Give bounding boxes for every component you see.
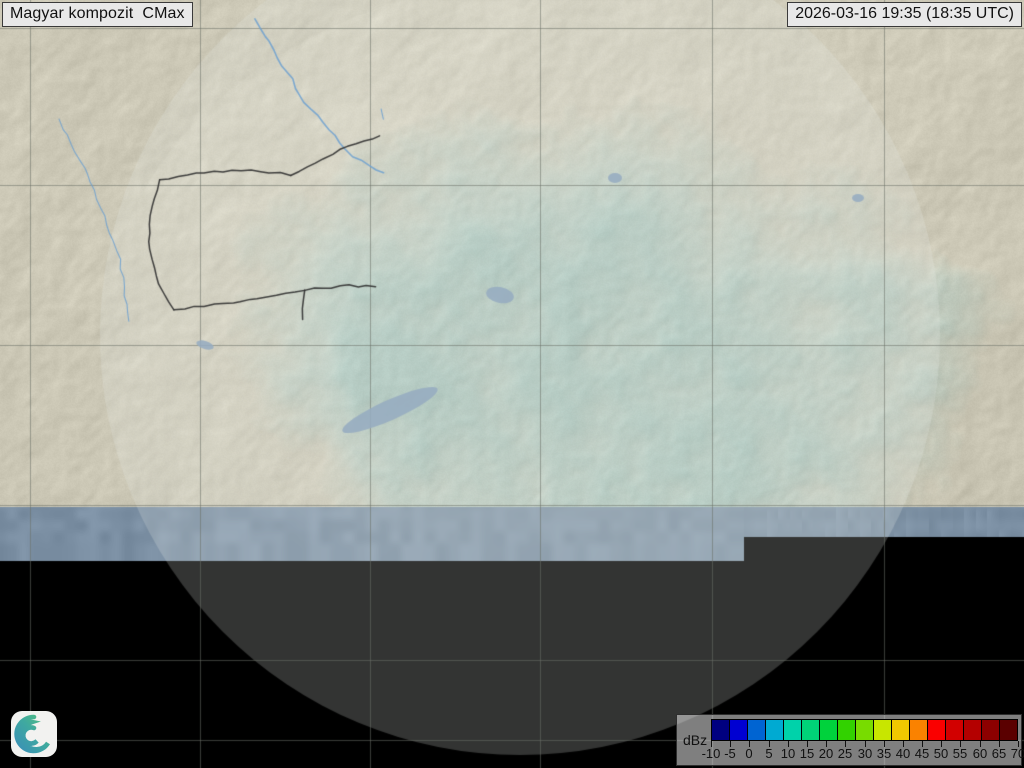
- legend-tick-15: [999, 741, 1000, 747]
- legend-tick-label-12: 50: [933, 746, 949, 761]
- legend-tick-label-7: 25: [837, 746, 853, 761]
- legend-tick-4: [788, 741, 789, 747]
- legend-tick-8: [865, 741, 866, 747]
- legend-tick-6: [826, 741, 827, 747]
- legend-tick-14: [980, 741, 981, 747]
- legend-scale: -10 -5 0 5 10 15 20 25 30 35 40 45 50 55 60 65 70: [702, 719, 1024, 763]
- legend-swatch-13: [946, 720, 964, 740]
- legend-swatch-4: [784, 720, 802, 740]
- legend-swatch-2: [748, 720, 766, 740]
- legend-swatch-11: [910, 720, 928, 740]
- legend-tick-label-14: 60: [972, 746, 988, 761]
- legend-swatch-15: [982, 720, 1000, 740]
- legend-color-bar: [711, 719, 1018, 741]
- legend-tick-label-10: 40: [895, 746, 911, 761]
- legend-tick-label-13: 55: [952, 746, 968, 761]
- legend-swatch-14: [964, 720, 982, 740]
- legend-swatch-9: [874, 720, 892, 740]
- legend-tick-label-15: 65: [991, 746, 1007, 761]
- dbz-colorbar-legend: dBz -10 -5 0 5 10 15 20 25 30 35 40 45 50 55 60 65 70: [676, 714, 1024, 766]
- legend-swatch-10: [892, 720, 910, 740]
- legend-tick-11: [922, 741, 923, 747]
- product-title: Magyar kompozit CMax: [2, 2, 193, 27]
- timestamp-label: 2026-03-16 19:35 (18:35 UTC): [787, 2, 1022, 27]
- legend-tick-label-6: 20: [818, 746, 834, 761]
- legend-tick-label-11: 45: [914, 746, 930, 761]
- legend-swatch-16: [1000, 720, 1017, 740]
- legend-tick-13: [960, 741, 961, 747]
- legend-tick-16: [1018, 741, 1019, 747]
- legend-tick-label-5: 15: [799, 746, 815, 761]
- legend-swatch-7: [838, 720, 856, 740]
- legend-tick-12: [941, 741, 942, 747]
- legend-tick-label-2: 0: [745, 746, 753, 761]
- legend-swatch-1: [730, 720, 748, 740]
- legend-swatch-0: [712, 720, 730, 740]
- legend-swatch-6: [820, 720, 838, 740]
- legend-tick-label-1: -5: [724, 746, 736, 761]
- legend-tick-label-16: 70: [1010, 746, 1024, 761]
- legend-tick-1: [730, 741, 731, 747]
- legend-swatch-8: [856, 720, 874, 740]
- legend-swatch-5: [802, 720, 820, 740]
- legend-swatch-12: [928, 720, 946, 740]
- legend-tick-10: [903, 741, 904, 747]
- legend-tick-labels: -10 -5 0 5 10 15 20 25 30 35 40 45 50 55 60 65 70: [702, 746, 1024, 762]
- legend-tick-3: [769, 741, 770, 747]
- legend-tick-marks: [711, 741, 1019, 747]
- legend-tick-0: [711, 741, 712, 747]
- legend-tick-9: [884, 741, 885, 747]
- agency-logo-icon: [11, 711, 57, 757]
- legend-tick-label-8: 30: [857, 746, 873, 761]
- legend-tick-label-3: 5: [765, 746, 773, 761]
- legend-tick-label-9: 35: [876, 746, 892, 761]
- legend-tick-label-4: 10: [780, 746, 796, 761]
- legend-tick-label-0: -10: [701, 746, 721, 761]
- legend-tick-7: [845, 741, 846, 747]
- legend-tick-2: [749, 741, 750, 747]
- legend-tick-5: [807, 741, 808, 747]
- legend-unit-label: dBz: [683, 732, 708, 748]
- legend-swatch-3: [766, 720, 784, 740]
